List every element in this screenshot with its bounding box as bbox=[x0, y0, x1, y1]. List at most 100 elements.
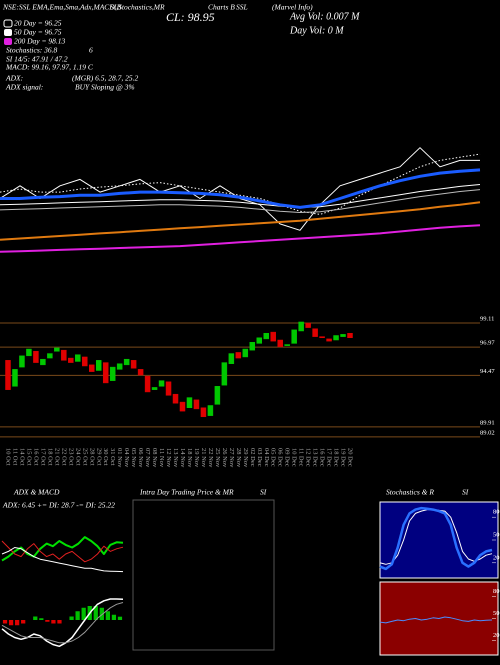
histogram-bar bbox=[99, 607, 104, 620]
x-tick-label: 19 Nov bbox=[193, 448, 200, 468]
histogram-bar bbox=[21, 620, 26, 624]
x-tick-label: 17 Dec bbox=[326, 448, 333, 467]
x-tick-label: 20 Dec bbox=[347, 448, 354, 467]
annotation: ADX signal: bbox=[5, 83, 43, 92]
x-tick-label: 22 Oct bbox=[60, 448, 67, 466]
x-tick-label: 27 Nov bbox=[228, 448, 235, 468]
x-tick-label: 18 Dec bbox=[333, 448, 340, 467]
x-tick-label: 01 Nov bbox=[116, 448, 123, 468]
series-line bbox=[379, 506, 493, 571]
histogram-bar bbox=[51, 620, 56, 624]
candle-body bbox=[270, 331, 276, 342]
candle-body bbox=[123, 358, 130, 366]
x-tick-label: 29 Oct bbox=[95, 448, 102, 466]
x-tick-label: 08 Nov bbox=[151, 448, 158, 468]
x-tick-label: 07 Nov bbox=[144, 448, 151, 468]
annotation: Stochastics: 36.8 bbox=[6, 46, 57, 55]
candle-body bbox=[151, 387, 158, 390]
y-tick-label: 96.97 bbox=[480, 340, 495, 347]
histogram-bar bbox=[57, 620, 62, 624]
header-text: SI,Stochastics,MR bbox=[110, 3, 165, 12]
header-text: SSL bbox=[236, 3, 248, 12]
chart-title: Intra Day Trading Price & MR bbox=[139, 488, 234, 497]
annotation: ADX: 6.45 += DI: 28.7 -= DI: 25.22 bbox=[2, 501, 115, 510]
annotation: SI bbox=[462, 488, 469, 497]
x-tick-label: 26 Nov bbox=[221, 448, 228, 468]
x-tick-label: 18 Nov bbox=[186, 448, 193, 468]
x-tick-label: 31 Oct bbox=[109, 448, 116, 466]
candle-body bbox=[298, 321, 304, 332]
histogram-bar bbox=[111, 614, 117, 620]
x-tick-label: 23 Oct bbox=[67, 448, 74, 466]
candle-body bbox=[137, 369, 144, 376]
candle-body bbox=[305, 322, 311, 328]
panel-frame bbox=[132, 499, 275, 651]
x-tick-label: 30 Oct bbox=[102, 448, 109, 466]
x-tick-label: 14 Nov bbox=[179, 448, 186, 468]
y-tick-label: 20 bbox=[493, 554, 500, 561]
annotation: SI bbox=[260, 488, 267, 497]
legend-swatch bbox=[4, 38, 12, 45]
y-tick-label: 99.11 bbox=[480, 315, 494, 322]
candle-body bbox=[235, 352, 242, 359]
x-tick-label: 16 Oct bbox=[32, 448, 39, 466]
x-tick-label: 19 Dec bbox=[340, 448, 347, 467]
candle-body bbox=[186, 397, 193, 408]
chart-title: Stochastics & R bbox=[386, 488, 434, 497]
histogram-bar bbox=[8, 620, 14, 626]
x-tick-label: 18 Oct bbox=[46, 448, 53, 466]
candle-body bbox=[179, 401, 186, 412]
annotation: 200 Day = 98.13 bbox=[14, 37, 66, 46]
candle-body bbox=[242, 348, 249, 358]
candle-body bbox=[68, 357, 74, 363]
candle-body bbox=[95, 360, 102, 371]
histogram-bar bbox=[105, 611, 110, 620]
x-tick-label: 12 Dec bbox=[305, 448, 312, 467]
candle-body bbox=[207, 405, 214, 416]
candle-body bbox=[61, 349, 67, 361]
candle-body bbox=[249, 342, 256, 351]
x-tick-label: 25 Nov bbox=[214, 448, 221, 468]
y-tick-label: 50 bbox=[493, 531, 500, 538]
x-tick-label: 02 Dec bbox=[249, 448, 256, 467]
candle-body bbox=[116, 363, 123, 370]
annotation: 50 Day = 96.75 bbox=[14, 28, 62, 37]
series-line bbox=[0, 201, 481, 241]
x-tick-label: 10 Dec bbox=[291, 448, 298, 467]
candle-body bbox=[5, 360, 11, 390]
histogram-bar bbox=[93, 606, 98, 620]
candle-body bbox=[333, 335, 339, 341]
series-line bbox=[379, 616, 493, 624]
candle-body bbox=[54, 347, 60, 352]
histogram-bar bbox=[117, 616, 123, 620]
x-tick-label: 13 Nov bbox=[172, 448, 179, 468]
candle-body bbox=[144, 375, 151, 393]
candle-body bbox=[12, 369, 18, 387]
x-tick-label: 11 Oct bbox=[11, 448, 18, 465]
x-tick-label: 09 Dec bbox=[284, 448, 291, 467]
series-line bbox=[1, 547, 124, 573]
x-tick-label: 17 Oct bbox=[39, 448, 46, 466]
histogram-bar bbox=[69, 616, 74, 620]
candle-body bbox=[256, 337, 263, 344]
y-tick-label: 80 bbox=[493, 588, 500, 595]
candle-body bbox=[263, 332, 269, 340]
series-line bbox=[1, 602, 124, 644]
candle-body bbox=[130, 360, 137, 369]
annotation: MACD: 99.16, 97.97, 1.19 C bbox=[5, 63, 94, 72]
series-line bbox=[0, 184, 481, 208]
panel-frame bbox=[379, 501, 499, 579]
y-tick-label: 89.91 bbox=[480, 419, 495, 426]
x-tick-label: 12 Nov bbox=[165, 448, 172, 468]
annotation: (MGR) 6.5, 28.7, 25.2 bbox=[72, 74, 138, 83]
histogram-bar bbox=[45, 620, 50, 622]
x-tick-label: 06 Dec bbox=[277, 448, 284, 467]
candle-body bbox=[214, 386, 221, 405]
y-tick-label: 50 bbox=[493, 610, 500, 617]
candle-body bbox=[26, 348, 32, 357]
candle-body bbox=[228, 353, 235, 364]
histogram-bar bbox=[81, 607, 86, 620]
x-tick-label: 22 Nov bbox=[207, 448, 214, 468]
header-text: NSE:SSL EMA,Ema,Sma,Adx,MACD,B bbox=[2, 3, 122, 12]
